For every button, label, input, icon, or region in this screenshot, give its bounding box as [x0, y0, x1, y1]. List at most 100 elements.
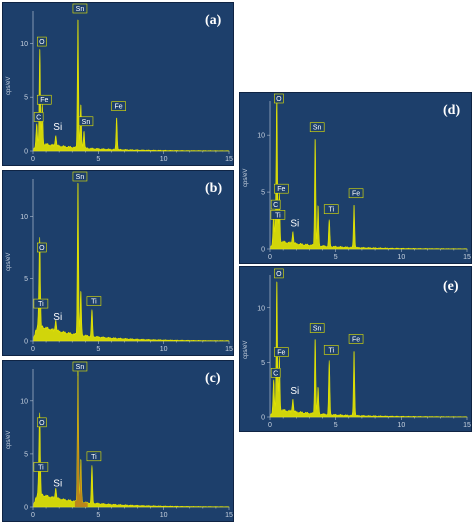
eds-panel-a: 0 5 10 15 0 5 10 C O Fe Si Sn Sn Fe (a) cps/eV: [2, 2, 234, 166]
peak-label: Sn: [309, 323, 325, 333]
peak-label-text: Sn: [313, 125, 322, 132]
y-axis-label-b: cps/eV: [6, 252, 12, 271]
peak-label-box: [274, 268, 284, 279]
peak-label: O: [274, 268, 284, 279]
peak-label-box: [323, 345, 339, 355]
spectrum-series: [33, 371, 230, 508]
peak-label-text: Fe: [115, 104, 123, 111]
peak-label: Ti: [86, 296, 102, 306]
peak-label-text: Ti: [38, 464, 44, 471]
peak-label-text: Fe: [352, 336, 360, 343]
peak-label: Ti: [323, 204, 339, 214]
y-tick-label: 10: [20, 41, 28, 48]
x-tick-label: 5: [96, 156, 100, 163]
eds-panel-b: 0 5 10 15 0 5 10 Ti O Si Sn Ti (b) cps/eV: [2, 170, 234, 356]
x-tick-label: 10: [397, 254, 405, 261]
spectrum-plot-a: 0 5 10 15 0 5 10 C O Fe Si Sn Sn Fe: [20, 3, 233, 163]
x-tick-label: 0: [31, 512, 35, 519]
spectrum-plot-c: 0 5 10 15 0 5 10 Ti O Si Sn Ti: [20, 361, 233, 519]
peak-label-box: [309, 323, 325, 333]
peak-label: Sn: [72, 3, 88, 14]
panel-label-b: (b): [205, 181, 223, 196]
peak-label-box: [72, 3, 88, 14]
peak-label-box: [36, 36, 47, 47]
peak-label: Fe: [111, 101, 126, 111]
axes: 0 5 10 15 0 5 10: [20, 11, 233, 163]
x-tick-label: 15: [463, 422, 471, 429]
peak-label: Ti: [86, 451, 102, 462]
peak-label: Ti: [33, 462, 49, 472]
peak-label: Si: [290, 386, 299, 397]
y-tick-label: 0: [24, 149, 28, 156]
x-tick-label: 0: [268, 422, 272, 429]
y-tick-label: 5: [261, 360, 265, 367]
peak-label-text: O: [39, 39, 45, 46]
eds-panel-c: 0 5 10 15 0 5 10 Ti O Si Sn Ti (c) cps/eV: [2, 360, 234, 522]
y-tick-label: 5: [24, 276, 28, 283]
peak-label-text: Ti: [91, 299, 97, 306]
panel-label-e: (e): [443, 279, 459, 294]
peak-label-box: [78, 116, 94, 127]
peak-label-text: O: [276, 96, 282, 103]
peak-label-text: Fe: [277, 186, 285, 193]
peak-label: Sn: [72, 171, 88, 182]
peak-label-box: [33, 462, 49, 472]
peak-label: Si: [53, 122, 62, 133]
spectrum-plot-b: 0 5 10 15 0 5 10 Ti O Si Sn Ti: [20, 171, 233, 353]
x-tick-label: 15: [225, 512, 233, 519]
peak-label-text: O: [39, 245, 45, 252]
peak-label-box: [72, 361, 88, 372]
y-tick-label: 5: [24, 95, 28, 102]
peak-label-box: [36, 94, 52, 105]
spectrum-series: [270, 281, 468, 418]
panel-label-a: (a): [205, 13, 222, 28]
peak-label-text: Sn: [76, 6, 85, 13]
y-axis-label-a: cps/eV: [6, 76, 12, 95]
y-tick-label: 10: [257, 133, 265, 140]
peak-label-text: Ti: [91, 454, 97, 461]
spectrum-plot-d: 0 5 10 15 0 5 10 C Ti O Fe Si Sn Ti Fe: [257, 93, 471, 261]
peak-label-text: Ti: [328, 347, 334, 354]
y-tick-label: 10: [20, 214, 28, 221]
spectrum-series: [270, 100, 468, 250]
y-tick-label: 5: [24, 451, 28, 458]
peak-label-text: Ti: [38, 301, 44, 308]
x-tick-label: 10: [397, 422, 405, 429]
peak-label-text: Ti: [275, 212, 281, 219]
y-axis-label-e: cps/eV: [243, 340, 249, 359]
peak-label-box: [36, 242, 47, 253]
x-tick-label: 0: [31, 156, 35, 163]
peak-label-text: Sn: [313, 326, 322, 333]
peak-label-text: Fe: [352, 191, 360, 198]
eds-panel-d: 0 5 10 15 0 5 10 C Ti O Fe Si Sn Ti Fe (d) cps/eV: [239, 92, 472, 264]
spectrum-series: [33, 19, 230, 152]
peak-label-box: [270, 210, 286, 220]
y-tick-label: 0: [24, 339, 28, 346]
spectrum-series: [33, 182, 230, 342]
x-tick-label: 15: [225, 346, 233, 353]
x-tick-label: 5: [334, 422, 338, 429]
x-tick-label: 0: [268, 254, 272, 261]
peak-label: C: [270, 368, 281, 378]
peak-label: O: [36, 36, 47, 47]
x-tick-label: 15: [225, 156, 233, 163]
y-tick-label: 10: [20, 398, 28, 405]
y-tick-label: 5: [261, 190, 265, 197]
peak-label: Fe: [348, 334, 364, 344]
highlight-region: [74, 375, 88, 507]
peak-label-box: [270, 368, 281, 378]
peak-label: Fe: [274, 183, 289, 194]
axes: 0 5 10 15 0 5 10: [20, 369, 233, 519]
y-tick-label: 0: [261, 247, 265, 254]
panel-label-d: (d): [443, 103, 461, 118]
peak-label: Fe: [348, 188, 364, 199]
peak-label: C: [270, 199, 281, 210]
peak-label: Ti: [323, 345, 339, 355]
axes: 0 5 10 15 0 5 10: [257, 275, 471, 429]
peak-label-box: [270, 199, 281, 210]
peak-label-box: [86, 451, 102, 462]
spectrum-plot-e: 0 5 10 15 0 5 10 C O Fe Si Sn Ti Fe: [257, 268, 471, 429]
peak-label-box: [274, 347, 289, 357]
y-axis-label-d: cps/eV: [243, 168, 249, 187]
peak-label-box: [36, 417, 47, 428]
